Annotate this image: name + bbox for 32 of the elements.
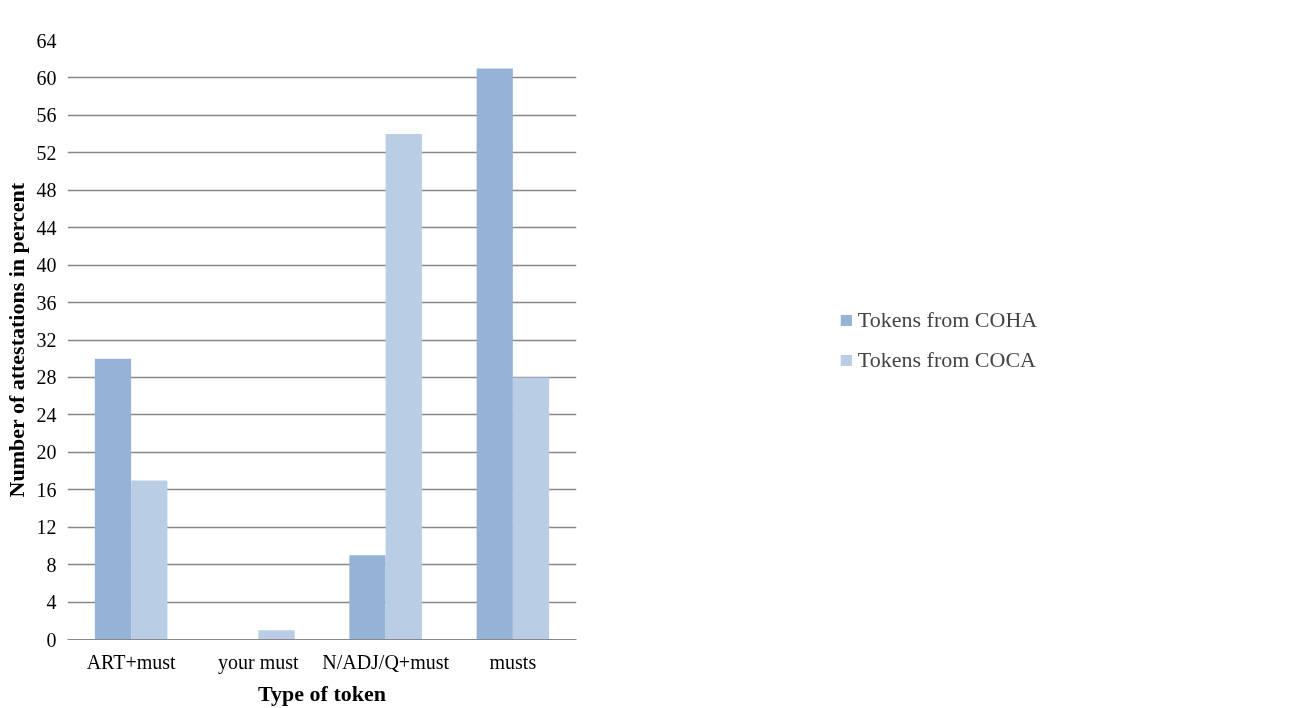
y-tick-label: 48 xyxy=(36,179,57,202)
y-axis-title: Number of attestations in percent xyxy=(3,182,29,498)
y-tick-label: 64 xyxy=(36,29,57,52)
y-tick-label: 28 xyxy=(36,366,57,389)
legend-label: Tokens from COCA xyxy=(857,346,1036,373)
bar xyxy=(385,134,422,640)
y-tick-label: 60 xyxy=(36,66,57,89)
bar xyxy=(512,377,550,640)
y-tick-label: 0 xyxy=(46,628,57,651)
bar xyxy=(349,555,386,640)
bar xyxy=(94,358,132,640)
y-tick-label: 12 xyxy=(36,516,57,539)
y-tick-label: 20 xyxy=(36,441,57,464)
y-tick-label: 8 xyxy=(46,553,57,576)
y-tick-label: 56 xyxy=(36,104,57,127)
x-tick-label: your must xyxy=(218,650,300,674)
y-tick-label: 44 xyxy=(36,216,57,239)
y-tick-label: 52 xyxy=(36,141,57,164)
bar xyxy=(258,630,295,640)
y-tick-label: 32 xyxy=(36,329,57,351)
legend-label: Tokens from COHA xyxy=(857,306,1038,333)
x-tick-label: N/ADJ/Q+must xyxy=(322,650,450,673)
y-tick-label: 24 xyxy=(36,403,57,426)
y-tick-label: 40 xyxy=(36,254,57,277)
y-tick-label: 4 xyxy=(46,591,57,614)
bar xyxy=(131,480,168,640)
x-axis-title: Type of token xyxy=(258,680,386,706)
y-tick-label: 16 xyxy=(36,478,57,501)
x-tick-label: musts xyxy=(489,650,537,673)
bar xyxy=(476,68,513,640)
y-tick-label: 36 xyxy=(36,291,57,314)
x-tick-label: ART+must xyxy=(86,650,177,673)
